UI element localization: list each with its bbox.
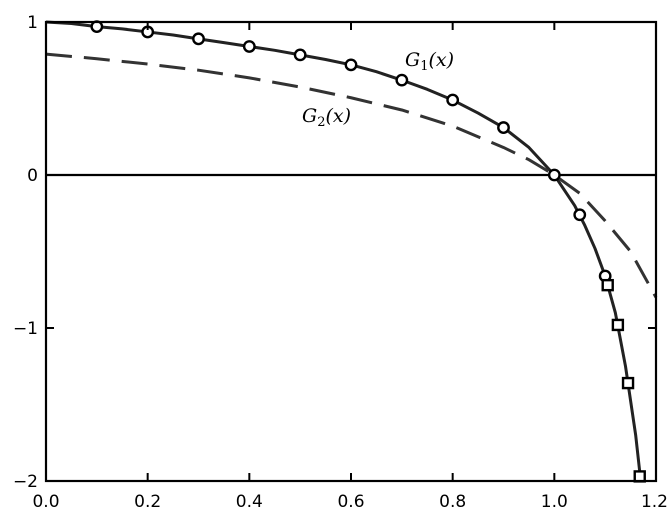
series-label-g1-tail: (x) — [428, 49, 454, 71]
x-tick-label: 0.6 — [337, 492, 364, 512]
series-label-g2-tail: (x) — [325, 105, 351, 127]
circle-marker — [573, 208, 587, 222]
series-label-g2: G2(x) — [302, 105, 351, 130]
circle-marker — [446, 93, 460, 107]
circle-marker — [344, 58, 358, 72]
x-tick-label: 0.2 — [134, 492, 161, 512]
series-line-g1 — [45, 20, 643, 482]
plot-frame — [44, 20, 658, 483]
x-tick-label: 1.0 — [541, 492, 568, 512]
square-marker — [611, 318, 625, 332]
x-axis-ticks: 0.0 0.2 0.4 0.6 0.8 1.0 1.2 — [32, 22, 668, 512]
y-tick-label: −1 — [13, 319, 38, 339]
circle-marker — [395, 73, 409, 87]
y-tick-label: −2 — [13, 472, 38, 492]
series-line-g2 — [45, 52, 658, 299]
square-marker — [621, 376, 635, 390]
x-tick-label: 0.0 — [32, 492, 59, 512]
plot-area — [44, 20, 658, 483]
y-tick-label: 0 — [27, 166, 38, 186]
series-label-g2-main: G — [302, 105, 317, 127]
x-tick-label: 0.4 — [236, 492, 263, 512]
series-label-g1-sub: 1 — [420, 59, 428, 74]
square-marker — [601, 278, 614, 292]
y-axis-ticks: 1 0 −1 −2 — [13, 13, 656, 492]
series-label-g1-main: G — [405, 49, 420, 71]
circle-marker — [192, 32, 205, 46]
x-tick-label: 1.2 — [641, 492, 668, 512]
x-tick-label: 0.8 — [439, 492, 466, 512]
circle-marker — [293, 48, 307, 62]
circle-marker — [497, 121, 510, 134]
circle-marker — [242, 40, 256, 53]
series-label-g2-sub: 2 — [317, 115, 325, 130]
circle-marker — [547, 168, 561, 182]
series-label-g1: G1(x) — [405, 49, 454, 74]
y-tick-label: 1 — [27, 13, 38, 33]
